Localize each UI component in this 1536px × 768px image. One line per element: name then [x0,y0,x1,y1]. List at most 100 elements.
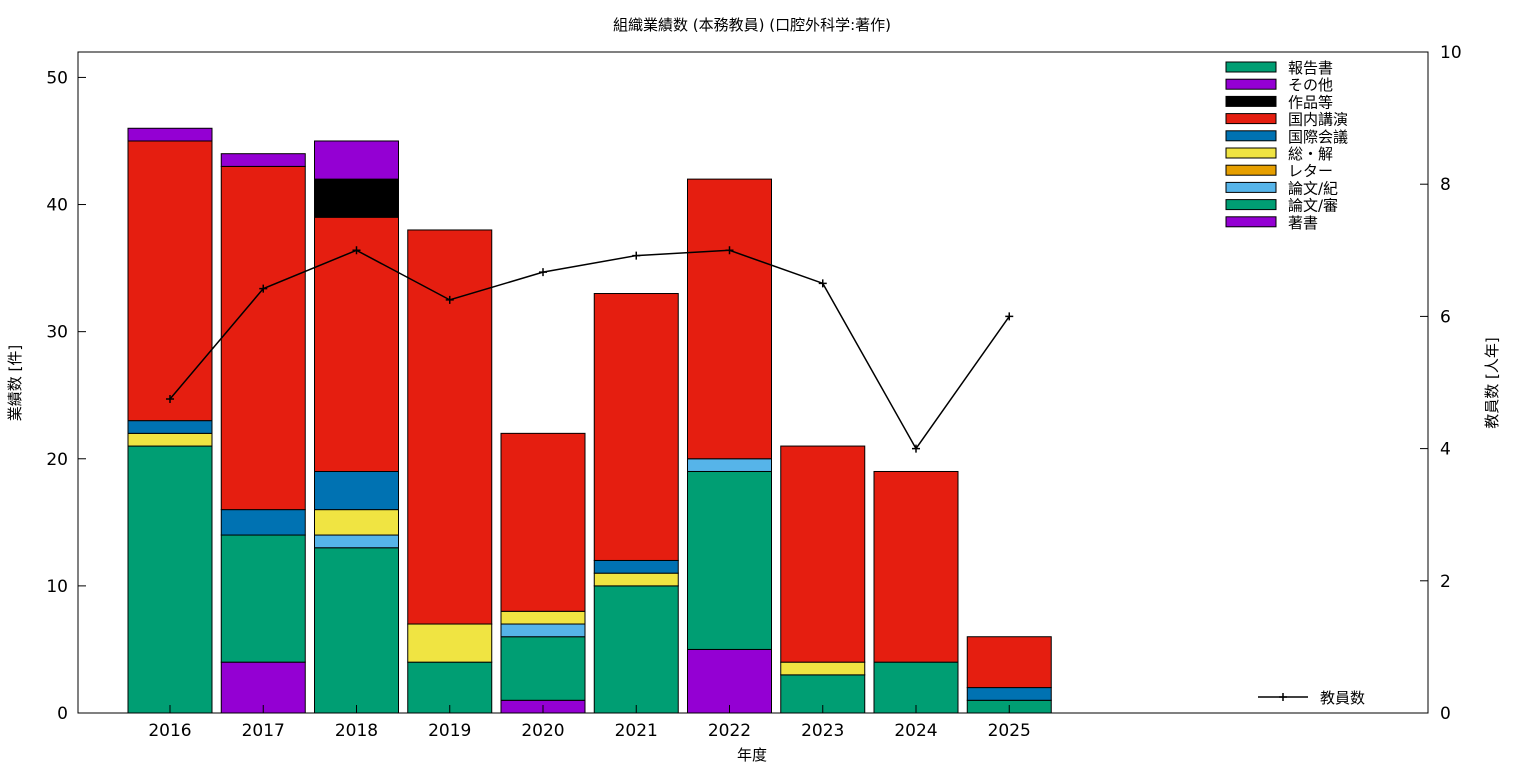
bar-segment-2018-8 [314,140,399,180]
bar-segment-2018-1 [314,547,399,714]
x-tick-label: 2017 [242,721,285,741]
bar-segment-2021-5 [593,559,679,574]
bar-segment-2024-6 [873,470,959,663]
x-tick-label: 2023 [801,721,844,741]
legend-swatch-6 [1225,164,1277,176]
bar-segment-2017-6 [220,165,306,511]
line-legend-marker [1279,693,1287,701]
line-point-2018 [352,246,361,255]
bar-segment-2023-6 [780,445,866,663]
line-teacher-count [169,249,1010,451]
y2-tick-label: 6 [1440,307,1451,327]
bar-segment-2021-6 [593,293,679,561]
bar-segment-2018-5 [314,470,399,511]
line-point-2024 [912,444,920,453]
y2-tick-label: 2 [1440,572,1451,592]
bar-segment-2019-1 [407,661,493,714]
y2-axis-label: 教員数 [人年] [1483,337,1501,428]
bar-segment-2016-8 [127,127,213,142]
bar-segment-2017-5 [220,509,306,536]
y-axis-label: 業績数 [件] [6,345,24,421]
bar-segment-2019-6 [407,229,493,625]
line-point-2020 [539,268,547,277]
legend-label-4: 国際会議 [1288,128,1348,146]
x-tick-label: 2022 [708,721,751,741]
bar-segment-2016-6 [127,140,213,422]
line-legend-label: 教員数 [1320,689,1365,707]
y2-tick-label: 10 [1440,43,1462,63]
bars-group [127,127,1052,714]
legend-label-9: 著書 [1288,214,1318,232]
bar-segment-2020-2 [500,623,586,638]
legend-swatch-8 [1225,199,1277,211]
bar-segment-2022-1 [687,470,772,650]
line-legend: 教員数 [1258,689,1365,707]
x-tick-label: 2016 [148,721,191,741]
x-tick-label: 2025 [988,721,1031,741]
bar-segment-2019-4 [407,623,493,663]
line-point-2022 [725,246,734,255]
bar-segment-2020-1 [500,636,586,701]
chart-title: 組織業績数 (本務教員) (口腔外科学:著作) [613,16,891,34]
plot-frame [77,51,1429,714]
bar-segment-2025-5 [966,687,1052,701]
legend-label-1: その他 [1288,76,1333,94]
legend-swatch-0 [1225,61,1277,73]
x-tick-label: 2021 [615,721,658,741]
legend-swatch-4 [1225,130,1277,142]
legend-swatch-5 [1225,147,1277,159]
legend-label-3: 国内講演 [1288,111,1348,129]
y-tick-label: 30 [46,323,68,343]
line-point-2016 [166,395,174,404]
line-point-2021 [632,251,641,260]
legend-swatch-9 [1225,216,1277,228]
legend-label-2: 作品等 [1288,93,1333,111]
bar-segment-2016-1 [127,445,213,714]
line-point-2023 [818,279,827,288]
bar-segment-2021-1 [593,585,679,714]
bar-segment-2022-2 [687,458,772,472]
y-tick-label: 10 [46,577,68,597]
legend-swatch-1 [1225,78,1277,90]
x-tick-label: 2018 [335,721,378,741]
legend-label-5: 総・解 [1288,145,1333,163]
bar-segment-2016-5 [127,420,213,434]
y-tick-label: 20 [46,450,68,470]
legend-label-0: 報告書 [1288,59,1333,77]
bar-segment-2017-1 [220,534,306,663]
bar-segment-2018-6 [314,216,399,472]
bar-segment-2025-6 [966,636,1052,689]
bar-segment-2018-7 [314,178,399,218]
line-layer [166,246,1014,453]
bar-segment-2017-0 [220,661,306,714]
y2-tick-label: 0 [1440,704,1451,724]
bar-segment-2020-6 [500,432,586,612]
x-tick-label: 2020 [521,721,564,741]
line-point-2017 [259,284,268,293]
bar-segment-2021-4 [593,572,679,587]
legend-swatch-3 [1225,113,1277,125]
y2-tick-label: 4 [1440,440,1451,460]
axes-group: 0 10 20 30 40 50 0 2 4 6 8 10 2016 2017 2018 2019 2020 20… [46,43,1461,741]
bar-segment-2017-8 [220,153,306,167]
legend-label-6: レター [1288,162,1333,180]
y-tick-label: 0 [57,704,68,724]
x-tick-label: 2019 [428,721,471,741]
bar-segment-2023-4 [780,661,866,676]
x-tick-label: 2024 [894,721,937,741]
bar-segment-2016-4 [127,432,213,447]
y-tick-label: 40 [46,196,68,216]
legend-swatch-2 [1225,95,1277,107]
line-point-2025 [1005,312,1014,321]
legend-label-7: 論文/紀 [1288,179,1338,197]
line-point-2019 [445,295,454,304]
bar-segment-2022-6 [687,178,772,460]
bar-segment-2020-4 [500,610,586,625]
legend-swatch-7 [1225,181,1277,193]
bar-segment-2022-0 [687,648,772,714]
bar-segment-2018-2 [314,534,399,549]
bar-segment-2018-4 [314,509,399,536]
y2-tick-label: 8 [1440,175,1451,195]
